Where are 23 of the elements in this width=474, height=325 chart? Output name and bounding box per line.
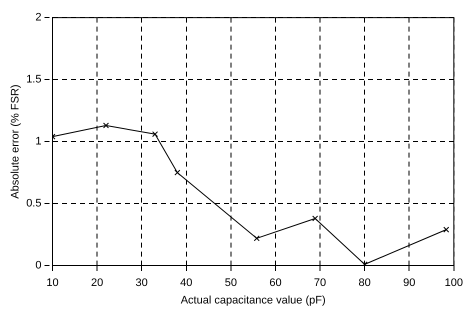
point: [443, 226, 450, 233]
point: [254, 235, 260, 242]
x-tick-label: 30: [136, 277, 148, 290]
point: [312, 216, 318, 222]
x-tick-label: 10: [46, 277, 59, 290]
x-tick-label: 20: [90, 277, 104, 290]
y-axis-title: Absolute error (% FSR): [10, 84, 22, 199]
x-tick-label: 80: [358, 277, 371, 290]
point: [174, 170, 180, 176]
x-tick-label: 90: [403, 277, 416, 290]
y-tick-label: 1.5: [26, 74, 42, 86]
x-tick-label: 70: [314, 277, 326, 290]
y-tick-label: 0.5: [26, 198, 42, 210]
y-tick-label: 2: [35, 12, 42, 24]
x-tick-label: 40: [180, 277, 192, 290]
point: [152, 131, 158, 138]
y-tick-label: 0: [35, 260, 42, 272]
point: [103, 122, 109, 128]
x-tick-label: 100: [444, 277, 464, 290]
y-tick-label: 1: [35, 136, 42, 148]
x-axis-title: Actual capacitance value (pF): [180, 294, 326, 306]
x-tick-label: 50: [224, 277, 237, 290]
x-tick-label: 60: [269, 277, 282, 290]
